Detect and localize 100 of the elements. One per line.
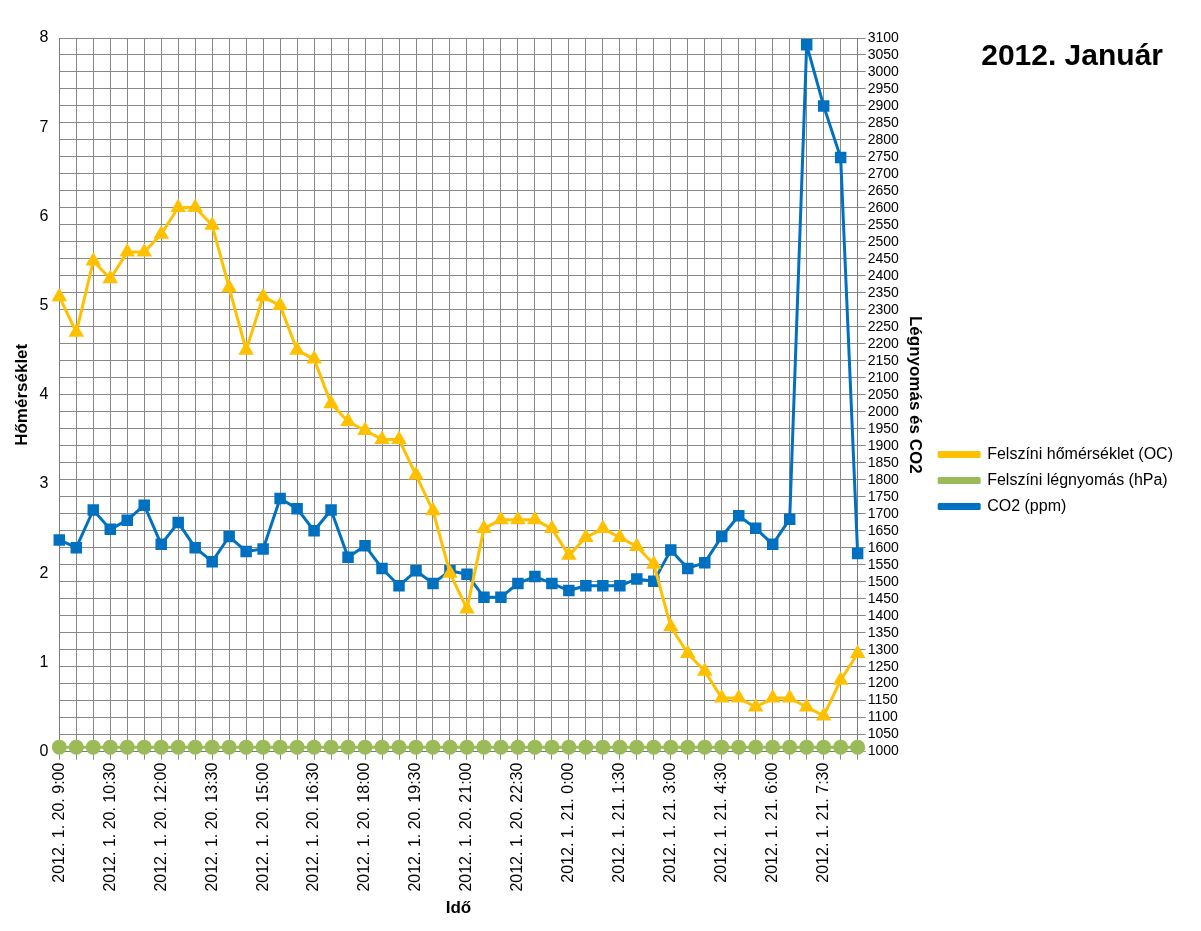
point <box>580 580 592 592</box>
point <box>274 492 286 505</box>
point <box>291 502 303 515</box>
point <box>476 739 492 755</box>
point <box>612 739 628 755</box>
y2-tick-label: 2000 <box>867 402 899 419</box>
y2-axis-title: Légnyomás és CO2 <box>906 315 926 474</box>
point <box>495 591 507 604</box>
point <box>749 699 763 712</box>
point <box>221 739 237 755</box>
point <box>120 244 134 257</box>
point <box>323 739 339 755</box>
point <box>799 699 814 712</box>
point <box>121 514 133 526</box>
point <box>817 100 830 112</box>
point <box>87 504 100 516</box>
y2-tick-label: 1250 <box>867 657 899 674</box>
point <box>562 547 576 560</box>
y2-tick-label: 1100 <box>867 708 898 725</box>
y2-tick-label: 1350 <box>867 623 899 640</box>
point <box>257 543 269 555</box>
point <box>392 431 406 444</box>
y2-tick-label: 2800 <box>867 130 899 147</box>
point <box>680 739 696 755</box>
point <box>716 530 728 543</box>
point <box>70 541 83 554</box>
point <box>138 499 150 511</box>
point <box>119 739 135 755</box>
point <box>765 739 781 755</box>
y2-tick-label: 3000 <box>867 62 899 79</box>
point <box>783 513 796 525</box>
x-axis-title: Idő <box>445 898 472 918</box>
point <box>799 739 815 755</box>
point <box>376 562 388 575</box>
point <box>629 739 645 755</box>
y2-tick-label: 1200 <box>867 674 899 691</box>
point <box>579 530 593 543</box>
point <box>410 565 422 577</box>
point <box>460 601 474 614</box>
point <box>850 739 866 755</box>
point <box>238 739 254 755</box>
y2-tick-label: 2650 <box>867 181 899 198</box>
y2-tick-label: 1000 <box>867 742 899 759</box>
point <box>714 739 730 755</box>
point <box>544 739 560 755</box>
point <box>408 739 424 755</box>
point <box>646 739 662 755</box>
x-tick-label: 2012. 1. 20. 13:30 <box>202 762 220 892</box>
legend-label: Felszíni légnyomás (hPa) <box>987 470 1168 488</box>
point <box>189 541 201 554</box>
point <box>206 555 218 568</box>
x-tick-label: 2012. 1. 21. 7:30 <box>814 762 832 883</box>
point <box>783 690 797 703</box>
point <box>494 512 508 525</box>
point <box>359 539 371 552</box>
point <box>595 739 611 755</box>
y2-tick-label: 1050 <box>867 725 899 742</box>
point <box>493 739 509 755</box>
point <box>273 298 287 311</box>
y-tick-label: 2 <box>39 563 49 581</box>
y2-tick-label: 2050 <box>867 385 899 402</box>
y-tick-label: 8 <box>39 28 49 46</box>
point <box>459 739 475 755</box>
point <box>239 342 253 355</box>
x-tick-label: 2012. 1. 21. 1:30 <box>610 762 628 883</box>
point <box>205 217 219 230</box>
x-tick-label: 2012. 1. 20. 18:00 <box>355 762 373 892</box>
point <box>800 39 813 51</box>
point <box>596 521 610 534</box>
y2-tick-label: 1800 <box>867 470 899 487</box>
point <box>172 516 184 529</box>
y2-tick-label: 1850 <box>867 453 899 470</box>
point <box>578 739 594 755</box>
point <box>52 289 66 302</box>
x-tick-label: 2012. 1. 20. 15:00 <box>253 762 271 892</box>
y2-tick-label: 2900 <box>867 96 899 113</box>
point <box>188 199 202 212</box>
point <box>748 739 764 755</box>
point <box>510 739 526 755</box>
point <box>731 739 747 755</box>
y2-tick-label: 2350 <box>867 283 899 300</box>
point <box>561 739 577 755</box>
x-tick-label: 2012. 1. 21. 3:00 <box>661 762 679 883</box>
y-tick-label: 5 <box>39 296 49 314</box>
y2-tick-label: 2600 <box>867 198 899 215</box>
point <box>290 342 304 355</box>
point <box>766 538 779 551</box>
legend-label: CO2 (ppm) <box>987 496 1067 514</box>
y2-tick-label: 1900 <box>867 436 899 453</box>
point <box>325 504 337 516</box>
y2-tick-label: 2200 <box>867 334 899 351</box>
y2-tick-label: 1600 <box>867 538 899 555</box>
point <box>68 739 84 755</box>
y2-tick-label: 1750 <box>867 487 899 504</box>
point <box>631 573 643 585</box>
point <box>393 580 405 592</box>
x-tick-label: 2012. 1. 20. 10:30 <box>100 762 118 892</box>
point <box>86 253 100 266</box>
x-tick-label: 2012. 1. 21. 6:00 <box>763 762 781 883</box>
point <box>255 739 271 755</box>
